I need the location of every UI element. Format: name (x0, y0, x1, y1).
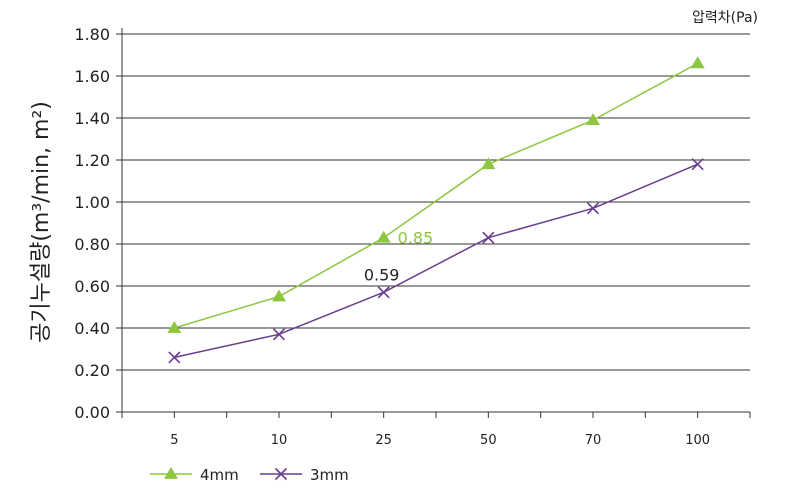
series-line-4mm (174, 62, 699, 329)
y-tick-label: 1.20 (74, 151, 110, 170)
x-tick-labels: 5 10 25 50 70 100 (170, 433, 710, 448)
grid-lines (122, 33, 750, 371)
legend-label: 3mm (310, 466, 349, 484)
marker-x (691, 158, 704, 171)
annotations: 0.85 0.59 (364, 229, 433, 285)
marker-triangle (272, 289, 286, 302)
y-tick-label: 0.60 (74, 277, 110, 296)
x-tick-label: 70 (585, 433, 602, 448)
marker-triangle (167, 321, 182, 333)
y-tick-label: 1.40 (74, 109, 110, 128)
y-tick-label: 0.00 (74, 403, 110, 422)
marker-x-stroke (274, 467, 288, 481)
x-tick-label: 25 (375, 433, 392, 448)
marker-triangle (376, 230, 391, 243)
series-group (167, 56, 705, 364)
axes (116, 28, 751, 418)
marker-x-stroke (377, 286, 390, 299)
marker-x-stroke (586, 202, 600, 215)
x-tick-label: 100 (685, 433, 710, 448)
marker-x (482, 231, 495, 244)
marker-x (272, 328, 286, 341)
marker-x-stroke (272, 328, 286, 341)
marker-x (274, 467, 288, 481)
marker-triangle (481, 157, 496, 170)
y-axis-label: 공기누설량(m³/min, m²) (29, 101, 54, 343)
marker-x-stroke (691, 158, 704, 171)
marker-triangle (586, 113, 600, 125)
y-tick-label: 1.60 (74, 67, 110, 86)
y-tick-labels: 0.00 0.20 0.40 0.60 0.80 1.00 1.20 1.40 1.60 1.80 (74, 25, 110, 422)
marker-x-stroke (482, 231, 495, 244)
x-tick-label: 10 (271, 433, 288, 448)
marker-x-stroke (168, 351, 181, 364)
legend-label: 4mm (200, 466, 239, 484)
legend: 4mm 3mm (150, 466, 349, 484)
marker-x (377, 286, 390, 299)
x-unit-label: 압력차(Pa) (692, 10, 758, 26)
data-label: 0.59 (364, 265, 400, 284)
y-tick-label: 1.80 (74, 25, 110, 44)
y-tick-label: 0.20 (74, 361, 110, 380)
x-tick-label: 5 (170, 433, 178, 448)
marker-x (168, 351, 181, 364)
y-tick-label: 0.80 (74, 235, 110, 254)
marker-triangle (164, 467, 178, 479)
y-tick-label: 1.00 (74, 193, 110, 212)
series-line-3mm (174, 163, 698, 359)
marker-x (586, 202, 600, 215)
y-tick-label: 0.40 (74, 319, 110, 338)
marker-triangle (690, 56, 705, 69)
x-tick-label: 50 (480, 433, 497, 448)
data-label: 0.85 (398, 229, 434, 248)
